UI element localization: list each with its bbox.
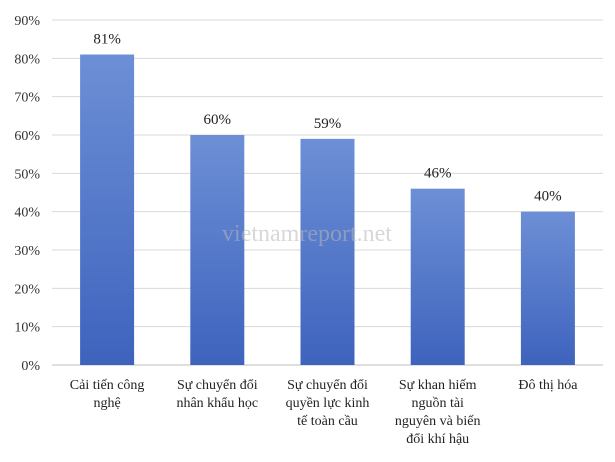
x-category-label: nguồn tài bbox=[411, 396, 464, 411]
bar bbox=[300, 138, 355, 365]
y-tick-label: 0% bbox=[21, 359, 40, 374]
x-axis: Cải tiến công nghệ Sự chuyển đổi nhân khẩu … bbox=[70, 378, 578, 447]
y-axis: 0% 10% 20% 30% 40% 50% 60% 70% 80% 90% bbox=[14, 14, 40, 374]
x-category-label: tế toàn cầu bbox=[297, 414, 358, 429]
y-tick-label: 40% bbox=[14, 206, 40, 221]
y-tick-label: 80% bbox=[14, 52, 40, 67]
bar bbox=[190, 135, 245, 365]
y-tick-label: 90% bbox=[14, 14, 40, 29]
x-category-label: Sự chuyển đổi bbox=[177, 378, 258, 393]
data-label: 46% bbox=[424, 166, 452, 182]
watermark: vietnamreport.net bbox=[222, 221, 392, 247]
bar bbox=[80, 54, 135, 365]
y-tick-label: 50% bbox=[14, 167, 40, 182]
y-tick-label: 30% bbox=[14, 244, 40, 259]
bars bbox=[80, 54, 575, 365]
y-tick-label: 70% bbox=[14, 91, 40, 106]
data-label: 59% bbox=[314, 116, 342, 132]
x-category-label: quyền lực kinh bbox=[286, 396, 370, 411]
bar bbox=[410, 188, 465, 365]
data-label: 40% bbox=[534, 189, 562, 205]
data-label: 60% bbox=[204, 112, 232, 128]
data-labels: 81% 60% 59% 46% 40% bbox=[93, 32, 561, 205]
data-label: 81% bbox=[93, 32, 121, 48]
y-tick-label: 60% bbox=[14, 129, 40, 144]
y-tick-label: 10% bbox=[14, 321, 40, 336]
x-category-label: nghệ bbox=[93, 396, 120, 411]
x-category-label: Cải tiến công bbox=[70, 378, 145, 393]
y-tick-label: 20% bbox=[14, 282, 40, 297]
x-category-label: nguyên và biến bbox=[395, 414, 481, 429]
x-category-label: Đô thị hóa bbox=[518, 378, 578, 393]
x-category-label: Sự chuyển đổi bbox=[287, 378, 368, 393]
x-category-label: đổi khí hậu bbox=[406, 432, 469, 447]
x-category-label: Sự khan hiếm bbox=[399, 378, 477, 393]
bar bbox=[520, 211, 575, 365]
x-category-label: nhân khẩu học bbox=[176, 396, 258, 411]
